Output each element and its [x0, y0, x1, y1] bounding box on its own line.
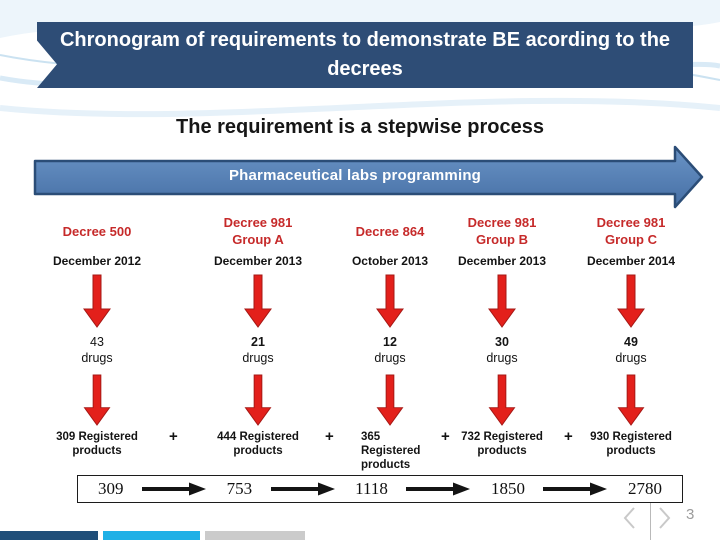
footer-bar-cyan	[103, 531, 200, 540]
plus-sign: +	[441, 428, 450, 445]
decree-header: Decree 864	[315, 210, 465, 254]
drugs-unit: drugs	[615, 351, 647, 365]
title-banner: Chronogram of requirements to demonstrat…	[37, 22, 693, 88]
drugs-count-block: 43 drugs	[22, 334, 172, 366]
plus-sign: +	[564, 428, 573, 445]
drugs-count: 12	[383, 335, 397, 349]
red-down-arrow-icon	[376, 374, 404, 426]
drugs-count-block: 49 drugs	[556, 334, 706, 366]
registered-products: 365 Registered products	[361, 431, 421, 471]
registered-products: 309 Registered products	[56, 431, 138, 457]
chevron-right-icon	[659, 507, 671, 529]
registered-products: 444 Registered products	[217, 431, 299, 457]
cumulative-totals-box: 309 753 1118 1850 2780	[77, 475, 683, 503]
decree-header-label: Decree 981 Group C	[596, 215, 666, 247]
red-down-arrow-icon	[617, 374, 645, 426]
plus-sign: +	[325, 428, 334, 445]
slide-subtitle: The requirement is a stepwise process	[176, 116, 544, 138]
plus-sign: +	[169, 428, 178, 445]
registered-products: 732 Registered products	[461, 431, 543, 457]
decree-header: Decree 500	[22, 210, 172, 254]
milestone-date: October 2013	[351, 254, 429, 268]
milestone-date: December 2013	[213, 254, 303, 268]
red-down-arrow-icon	[617, 274, 645, 328]
drugs-count: 30	[495, 335, 509, 349]
drugs-unit: drugs	[374, 351, 406, 365]
cumulative-total: 753	[226, 479, 253, 498]
cumulative-total: 1118	[355, 479, 388, 498]
milestone-date: December 2014	[586, 254, 676, 268]
next-slide-button[interactable]	[654, 505, 674, 531]
red-down-arrow-icon	[83, 374, 111, 426]
decree-column-981c: Decree 981 Group C December 2014 49 drug…	[556, 210, 706, 458]
right-arrow-icon	[142, 482, 207, 496]
drugs-count: 49	[624, 335, 638, 349]
decree-header-label: Decree 981 Group A	[223, 215, 293, 247]
banner-arrow-shape	[33, 145, 704, 209]
chevron-left-icon	[623, 507, 635, 529]
drugs-count: 21	[251, 335, 265, 349]
red-down-arrow-icon	[244, 374, 272, 426]
decree-column-500: Decree 500 December 2012 43 drugs 309 Re…	[22, 210, 172, 458]
drugs-count: 43	[90, 335, 104, 349]
drugs-unit: drugs	[242, 351, 274, 365]
decree-header: Decree 981 Group A	[183, 210, 333, 254]
decree-header: Decree 981 Group C	[556, 210, 706, 254]
decree-header-label: Decree 981 Group B	[467, 215, 537, 247]
red-down-arrow-icon	[376, 274, 404, 328]
drugs-unit: drugs	[486, 351, 518, 365]
red-down-arrow-icon	[83, 274, 111, 328]
right-arrow-icon	[406, 482, 471, 496]
page-number: 3	[686, 506, 695, 523]
banner-label: Pharmaceutical labs programming	[228, 167, 482, 184]
slide-title: Chronogram of requirements to demonstrat…	[59, 29, 671, 80]
decree-column-981a: Decree 981 Group A December 2013 21 drug…	[183, 210, 333, 458]
drugs-count-block: 30 drugs	[427, 334, 577, 366]
decree-column-864: Decree 864 October 2013 12 drugs 365 Reg…	[315, 210, 465, 472]
red-down-arrow-icon	[244, 274, 272, 328]
right-arrow-icon	[270, 482, 335, 496]
drugs-count-block: 21 drugs	[183, 334, 333, 366]
cumulative-total: 1850	[490, 479, 525, 498]
footer-divider-line	[650, 503, 651, 540]
decree-header-label: Decree 500	[62, 223, 132, 239]
cumulative-total: 309	[98, 479, 124, 498]
red-down-arrow-icon	[488, 274, 516, 328]
previous-slide-button[interactable]	[620, 505, 640, 531]
cumulative-total: 2780	[628, 479, 662, 498]
footer-bar-navy	[0, 531, 98, 540]
decree-column-981b: Decree 981 Group B December 2013 30 drug…	[427, 210, 577, 458]
right-arrow-icon	[543, 482, 608, 496]
red-down-arrow-icon	[488, 374, 516, 426]
footer-bar-gray	[205, 531, 305, 540]
drugs-unit: drugs	[81, 351, 113, 365]
milestone-date: December 2013	[457, 254, 547, 268]
decree-header-label: Decree 864	[355, 223, 425, 239]
registered-products: 930 Registered products	[590, 431, 672, 457]
drugs-count-block: 12 drugs	[315, 334, 465, 366]
milestone-date: December 2012	[52, 254, 142, 268]
decree-header: Decree 981 Group B	[427, 210, 577, 254]
